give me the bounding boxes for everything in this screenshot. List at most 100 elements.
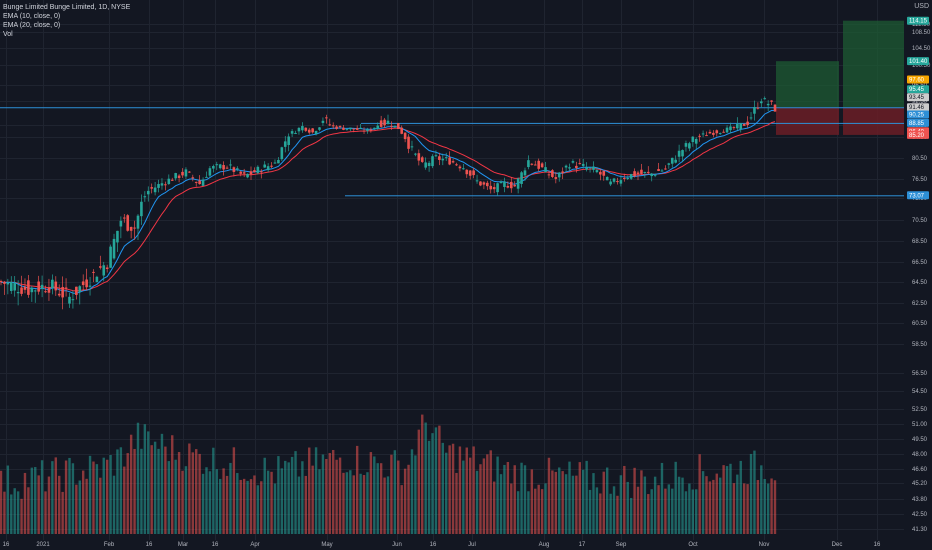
volume-bar <box>551 470 554 534</box>
candle-wick <box>709 129 711 134</box>
volume-bar <box>626 481 629 534</box>
candle-body <box>650 173 654 177</box>
volume-bar <box>667 484 671 534</box>
volume-bar <box>756 480 760 534</box>
volume-bar <box>660 462 664 534</box>
volume-bar <box>116 449 119 534</box>
volume-bar <box>16 491 20 534</box>
volume-bar <box>390 454 393 534</box>
volume-bar <box>482 458 486 534</box>
volume-bar <box>636 486 640 534</box>
candle-wick <box>452 158 454 164</box>
candle-wick <box>254 167 255 173</box>
volume-bar <box>23 472 27 534</box>
volume-bar <box>749 453 753 534</box>
candle-wick <box>4 280 5 295</box>
candle-body <box>766 103 770 106</box>
symbol-title[interactable]: Bunge Limited Bunge Limited, 1D, NYSE <box>3 4 131 11</box>
grid-line-h <box>0 32 904 33</box>
candle-body <box>407 136 410 149</box>
candle-body <box>403 132 407 140</box>
candle-wick <box>582 158 584 169</box>
x-tick-label: Jun <box>392 542 402 548</box>
volume-bar <box>218 478 222 534</box>
volume-bar <box>95 464 99 534</box>
volume-bar <box>540 489 544 534</box>
grid-line-h <box>0 101 904 102</box>
volume-bar <box>294 451 297 534</box>
candle-wick <box>329 118 331 127</box>
volume-bar <box>729 463 732 534</box>
price-tag-bg <box>907 103 929 112</box>
candle-body <box>352 128 356 130</box>
candle-body <box>153 187 157 193</box>
candle-wick <box>534 160 536 166</box>
volume-bar <box>688 483 691 534</box>
candle-body <box>475 180 479 182</box>
grid-line-h <box>0 303 904 304</box>
volume-bar <box>520 462 523 534</box>
volume-bar <box>208 471 212 534</box>
candle-body <box>170 179 174 181</box>
volume-bar <box>355 445 359 534</box>
grid-line-v <box>6 0 7 540</box>
volume-bar <box>58 475 61 534</box>
candle-body <box>164 184 167 186</box>
ema10-legend[interactable]: EMA (10, close, 0) <box>3 13 61 20</box>
candle-body <box>605 176 609 181</box>
candle-body <box>205 176 208 178</box>
grid-line-h <box>0 179 904 180</box>
volume-bar <box>297 476 301 534</box>
volume-bar <box>564 474 568 534</box>
volume-bar <box>742 483 746 534</box>
grid-line-v <box>43 0 44 540</box>
volume-bar <box>376 463 379 534</box>
candle-body <box>753 107 756 114</box>
candle-body <box>736 124 739 129</box>
candle-body <box>75 286 78 295</box>
grid-line-h <box>0 282 904 283</box>
candle-body <box>444 157 448 159</box>
volume-bar <box>664 488 667 534</box>
x-tick-label: 16 <box>430 542 437 548</box>
candle-body <box>396 123 400 129</box>
candle-body <box>287 136 290 145</box>
y-tick-label: 100.50 <box>912 63 931 69</box>
chart-legend: Bunge Limited Bunge Limited, 1D, NYSE EM… <box>3 3 130 39</box>
x-tick-label: Apr <box>250 542 259 548</box>
candle-body <box>23 286 27 290</box>
volume-legend[interactable]: Vol <box>3 31 13 38</box>
x-tick-label: Sep <box>616 542 627 548</box>
volume-bar <box>242 478 246 534</box>
ema20-legend[interactable]: EMA (20, close, 0) <box>3 22 61 29</box>
y-tick-label: 62.50 <box>912 301 928 307</box>
volume-bar <box>20 498 23 534</box>
volume-bar <box>290 456 294 534</box>
candle-body <box>390 125 393 127</box>
volume-bar <box>468 457 472 534</box>
candle-wick <box>260 169 262 179</box>
y-tick-label: 112.50 <box>912 22 931 28</box>
currency-label[interactable]: USD <box>914 3 929 10</box>
candle-body <box>722 131 725 133</box>
price-tag-label: 73.07 <box>909 193 925 199</box>
volume-bar <box>629 497 633 534</box>
candle-body <box>325 117 328 119</box>
volume-bar <box>537 484 540 534</box>
y-tick-label: 51.00 <box>912 422 928 428</box>
candle-body <box>691 136 695 143</box>
candle-body <box>85 279 88 288</box>
candle-body <box>537 160 540 169</box>
candle-body <box>568 167 571 169</box>
candle-body <box>609 181 612 185</box>
volume-bar <box>465 447 468 534</box>
volume-bar <box>123 466 126 534</box>
candle-body <box>694 138 698 144</box>
candle-body <box>729 126 732 131</box>
candle-body <box>492 187 496 190</box>
volume-bar <box>523 465 527 534</box>
candle-wick <box>589 166 591 173</box>
resistance-line-2 <box>361 122 904 124</box>
